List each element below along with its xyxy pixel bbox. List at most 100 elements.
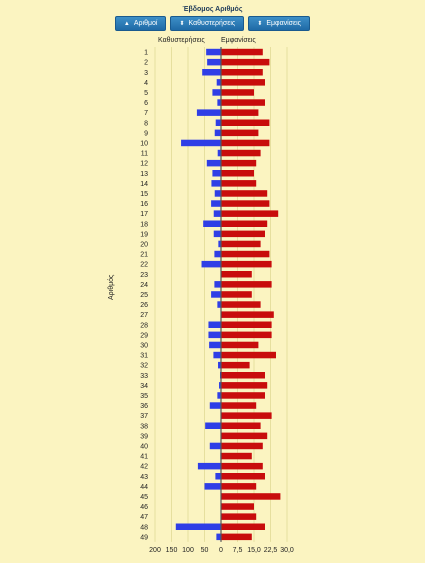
bar-appearance bbox=[221, 200, 270, 207]
y-tick-label: 14 bbox=[140, 181, 148, 188]
bar-appearance bbox=[221, 48, 263, 56]
bar-delay bbox=[175, 523, 221, 530]
bar-appearance bbox=[221, 503, 254, 510]
x-tick-label-left: 100 bbox=[182, 547, 194, 554]
y-tick-label: 28 bbox=[140, 322, 148, 329]
bar-delay bbox=[215, 119, 221, 126]
bar-delay bbox=[217, 149, 221, 157]
x-tick-label-right: 15,0 bbox=[247, 547, 261, 554]
bar-delay bbox=[214, 129, 221, 137]
y-tick-label: 40 bbox=[140, 443, 148, 450]
bar-appearance bbox=[221, 159, 257, 167]
bar-appearance bbox=[221, 452, 252, 460]
sort-by-appearances-button[interactable]: ⬍ Εμφανίσεις bbox=[248, 16, 311, 31]
bar-delay bbox=[205, 422, 221, 429]
bar-appearance bbox=[221, 321, 272, 328]
sort-icon: ⬍ bbox=[179, 21, 185, 27]
y-tick-label: 32 bbox=[140, 363, 148, 370]
y-tick-label: 3 bbox=[144, 70, 148, 77]
bar-delay bbox=[212, 170, 221, 177]
bar-appearance bbox=[221, 79, 265, 86]
sort-by-delays-button[interactable]: ⬍ Καθυστερήσεις bbox=[170, 16, 245, 31]
triangle-up-icon: ▲ bbox=[123, 20, 130, 27]
y-tick-label: 26 bbox=[140, 302, 148, 309]
y-tick-label: 15 bbox=[140, 191, 148, 198]
x-tick-label-left: 200 bbox=[149, 547, 161, 554]
bar-delay bbox=[209, 442, 221, 450]
x-tick-label-left: 50 bbox=[201, 547, 209, 554]
bar-appearance bbox=[221, 99, 265, 106]
bar-delay bbox=[217, 392, 221, 399]
y-tick-label: 22 bbox=[140, 262, 148, 269]
y-tick-label: 37 bbox=[140, 413, 148, 420]
bar-appearance bbox=[221, 180, 257, 187]
bar-appearance bbox=[221, 291, 252, 298]
x-tick-label-left: 0 bbox=[219, 547, 223, 554]
y-tick-label: 9 bbox=[144, 130, 148, 137]
bar-appearance bbox=[221, 230, 265, 238]
bar-appearance bbox=[221, 119, 270, 126]
y-tick-label: 38 bbox=[140, 423, 148, 430]
y-tick-label: 18 bbox=[140, 221, 148, 228]
bar-appearance bbox=[221, 170, 254, 177]
bar-appearance bbox=[221, 89, 254, 96]
bar-delay bbox=[206, 159, 221, 167]
bar-appearance bbox=[221, 341, 259, 349]
bar-appearance bbox=[221, 331, 272, 339]
y-tick-label: 29 bbox=[140, 332, 148, 339]
bar-delay bbox=[214, 281, 221, 288]
bar-delay bbox=[208, 321, 221, 328]
bar-appearance bbox=[221, 513, 257, 520]
bar-delay bbox=[197, 462, 221, 470]
bar-delay bbox=[211, 291, 221, 298]
bar-delay bbox=[219, 382, 221, 389]
bar-appearance bbox=[221, 422, 261, 429]
bar-delay bbox=[207, 58, 221, 66]
bar-delay bbox=[196, 109, 221, 116]
bar-appearance bbox=[221, 58, 270, 66]
bar-appearance bbox=[221, 412, 272, 419]
x-tick-label-right: 7,5 bbox=[233, 547, 243, 554]
y-tick-label: 4 bbox=[144, 80, 148, 87]
bar-appearance bbox=[221, 220, 268, 227]
y-tick-label: 2 bbox=[144, 60, 148, 67]
y-tick-label: 13 bbox=[140, 171, 148, 178]
bar-appearance bbox=[221, 301, 261, 308]
sort-toolbar: ▲ Αριθμοί ⬍ Καθυστερήσεις ⬍ Εμφανίσεις bbox=[0, 16, 425, 31]
bar-delay bbox=[217, 301, 221, 308]
chart-title: Έβδομος Αριθμός bbox=[182, 6, 243, 13]
bar-delay bbox=[204, 483, 221, 490]
y-tick-label: 10 bbox=[140, 140, 148, 147]
bar-delay bbox=[203, 220, 221, 227]
sort-by-delays-label: Καθυστερήσεις bbox=[188, 20, 236, 27]
bar-appearance bbox=[221, 149, 261, 157]
bar-delay bbox=[218, 240, 221, 248]
bar-appearance bbox=[221, 311, 274, 318]
bar-delay bbox=[209, 341, 221, 349]
y-tick-label: 25 bbox=[140, 292, 148, 299]
y-tick-label: 43 bbox=[140, 474, 148, 481]
y-tick-label: 20 bbox=[140, 241, 148, 248]
y-tick-label: 33 bbox=[140, 373, 148, 380]
right-series-header: Εμφανίσεις bbox=[221, 37, 256, 44]
sort-by-number-button[interactable]: ▲ Αριθμοί bbox=[114, 16, 167, 31]
bar-appearance bbox=[221, 533, 252, 541]
bar-delay bbox=[214, 190, 221, 197]
y-tick-label: 12 bbox=[140, 161, 148, 168]
bar-delay bbox=[213, 210, 221, 217]
y-tick-label: 35 bbox=[140, 393, 148, 400]
bar-appearance bbox=[221, 240, 261, 248]
bar-appearance bbox=[221, 382, 268, 389]
y-tick-label: 46 bbox=[140, 504, 148, 511]
y-tick-label: 17 bbox=[140, 211, 148, 218]
sort-icon: ⬍ bbox=[257, 21, 263, 27]
bar-delay bbox=[206, 48, 221, 56]
bar-appearance bbox=[221, 361, 250, 369]
bar-appearance bbox=[221, 442, 263, 450]
bar-delay bbox=[211, 200, 221, 207]
y-tick-label: 41 bbox=[140, 454, 148, 461]
bar-delay bbox=[209, 402, 221, 409]
y-tick-label: 19 bbox=[140, 231, 148, 238]
y-tick-label: 45 bbox=[140, 494, 148, 501]
y-tick-label: 16 bbox=[140, 201, 148, 208]
